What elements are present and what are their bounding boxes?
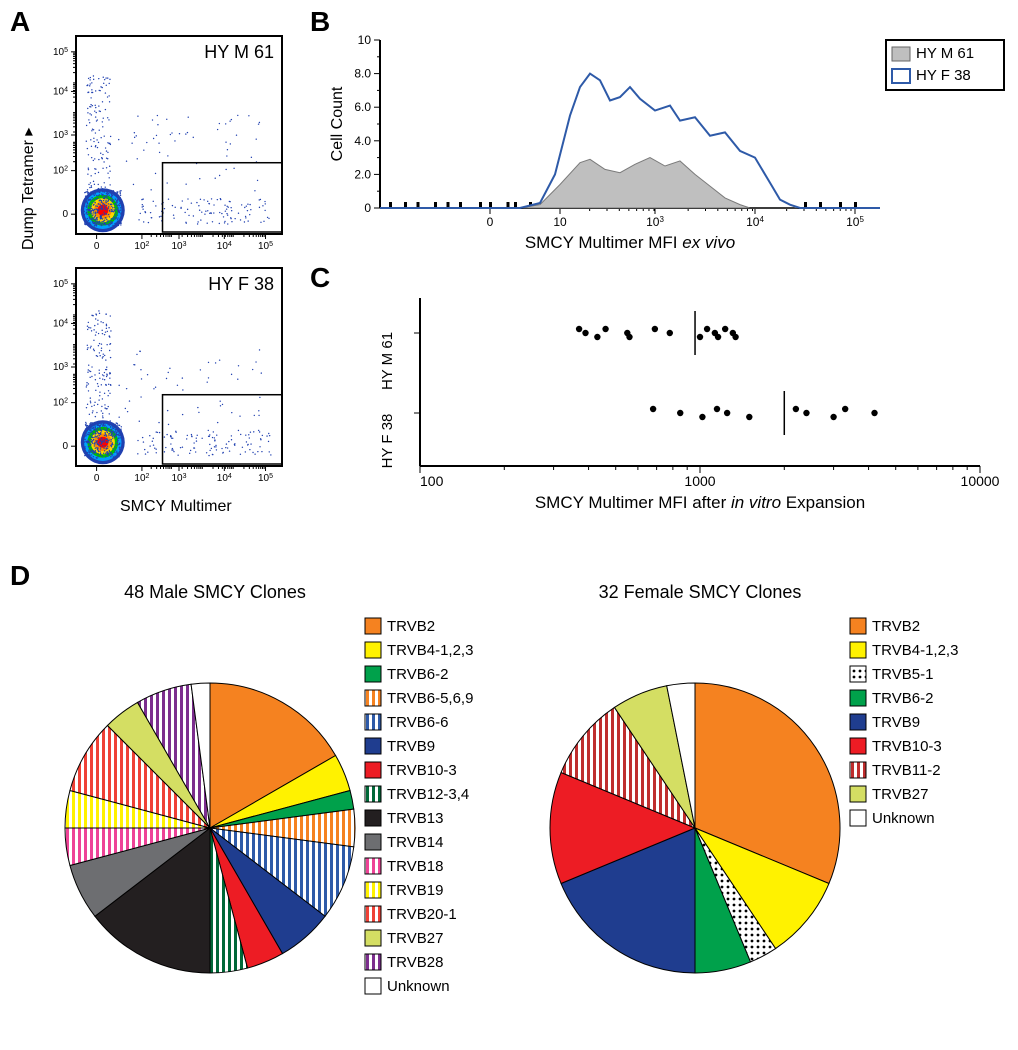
svg-text:HY M 61: HY M 61	[379, 332, 396, 390]
svg-text:103: 103	[646, 215, 664, 230]
svg-text:2.0: 2.0	[354, 167, 371, 181]
svg-text:TRVB14: TRVB14	[387, 834, 443, 851]
scatter-bottom: 0 0 102 102 103 103 104 104 105 105 HY F 38	[50, 260, 290, 492]
svg-text:TRVB27: TRVB27	[872, 786, 928, 803]
svg-text:TRVB18: TRVB18	[387, 858, 443, 875]
svg-text:HY F 38: HY F 38	[916, 67, 971, 84]
svg-text:TRVB6-2: TRVB6-2	[387, 666, 448, 683]
svg-text:TRVB9: TRVB9	[872, 714, 920, 731]
strip-plot: 100 1000 10000 HY M 61 HY F 38 SMCY Multimer …	[340, 278, 1000, 518]
svg-text:0: 0	[62, 441, 68, 452]
svg-text:104: 104	[217, 241, 232, 253]
svg-text:6.0: 6.0	[354, 100, 371, 114]
svg-text:103: 103	[171, 473, 186, 485]
svg-text:HY M 61: HY M 61	[916, 45, 974, 62]
panel-label-d: D	[10, 560, 30, 592]
svg-text:105: 105	[258, 241, 273, 253]
svg-text:103: 103	[53, 130, 68, 142]
svg-text:48 Male SMCY Clones: 48 Male SMCY Clones	[124, 582, 306, 602]
svg-text:103: 103	[171, 241, 186, 253]
scatter-top: 0 0 102 102 103 103 104 104 105 105 HY M 61	[50, 28, 290, 260]
svg-text:32 Female SMCY Clones: 32 Female SMCY Clones	[599, 582, 802, 602]
svg-text:SMCY Multimer MFI ex vivo: SMCY Multimer MFI ex vivo	[525, 233, 735, 252]
svg-text:Unknown: Unknown	[872, 810, 935, 827]
svg-text:100: 100	[420, 473, 444, 489]
svg-text:105: 105	[258, 473, 273, 485]
svg-text:TRVB6-5,6,9: TRVB6-5,6,9	[387, 690, 473, 707]
svg-text:10000: 10000	[961, 473, 1000, 489]
svg-text:104: 104	[53, 318, 68, 330]
svg-text:TRVB6-2: TRVB6-2	[872, 690, 933, 707]
svg-text:TRVB12-3,4: TRVB12-3,4	[387, 786, 469, 803]
svg-text:HY F 38: HY F 38	[379, 414, 396, 469]
svg-text:Unknown: Unknown	[387, 978, 450, 995]
svg-text:105: 105	[53, 46, 68, 58]
svg-text:TRVB11-2: TRVB11-2	[872, 762, 941, 779]
svg-text:TRVB4-1,2,3: TRVB4-1,2,3	[872, 642, 958, 659]
svg-text:0: 0	[487, 215, 494, 229]
svg-text:SMCY Multimer MFI after in vit: SMCY Multimer MFI after in vitro Expansi…	[535, 493, 865, 512]
svg-text:TRVB2: TRVB2	[872, 618, 920, 635]
svg-text:0: 0	[94, 473, 100, 484]
svg-text:102: 102	[134, 473, 149, 485]
histogram: 0 2.0 4.0 6.0 8.0 10 0 10 103 104 105 Cell Count SMC…	[320, 28, 1010, 258]
svg-text:105: 105	[53, 278, 68, 290]
svg-text:1000: 1000	[684, 473, 715, 489]
svg-text:TRVB10-3: TRVB10-3	[872, 738, 942, 755]
svg-text:104: 104	[217, 473, 232, 485]
svg-text:10: 10	[358, 33, 372, 47]
svg-text:102: 102	[53, 397, 68, 409]
svg-text:8.0: 8.0	[354, 67, 371, 81]
panel-label-c: C	[310, 262, 330, 294]
svg-text:TRVB2: TRVB2	[387, 618, 435, 635]
svg-text:HY F 38: HY F 38	[208, 274, 274, 294]
svg-text:TRVB6-6: TRVB6-6	[387, 714, 448, 731]
svg-text:TRVB28: TRVB28	[387, 954, 443, 971]
svg-text:103: 103	[53, 362, 68, 374]
svg-text:0: 0	[94, 241, 100, 252]
svg-text:TRVB4-1,2,3: TRVB4-1,2,3	[387, 642, 473, 659]
svg-text:TRVB13: TRVB13	[387, 810, 443, 827]
svg-text:TRVB10-3: TRVB10-3	[387, 762, 457, 779]
svg-text:10: 10	[553, 215, 567, 229]
svg-text:0: 0	[62, 209, 68, 220]
svg-text:TRVB5-1: TRVB5-1	[872, 666, 933, 683]
svg-text:0: 0	[364, 201, 371, 215]
panel-label-a: A	[10, 6, 30, 38]
svg-text:Cell Count: Cell Count	[329, 86, 346, 161]
svg-text:TRVB19: TRVB19	[387, 882, 443, 899]
svg-text:102: 102	[134, 241, 149, 253]
svg-text:102: 102	[53, 165, 68, 177]
scatterA-xaxis-label: SMCY Multimer	[120, 498, 232, 516]
svg-text:HY M 61: HY M 61	[204, 42, 274, 62]
svg-text:104: 104	[53, 86, 68, 98]
pie-right: 32 Female SMCY Clones TRVB2 TRVB4-1,2,3 TRV…	[545, 578, 1013, 1038]
svg-text:104: 104	[746, 215, 764, 230]
svg-text:TRVB9: TRVB9	[387, 738, 435, 755]
scatterA-yaxis-label: Dump Tetramer ▸	[18, 128, 38, 250]
svg-text:4.0: 4.0	[354, 134, 371, 148]
svg-text:105: 105	[846, 215, 864, 230]
pie-left: 48 Male SMCY Clones TRVB2 TRVB4-1,2,3 TRVB6…	[60, 578, 528, 1038]
svg-text:TRVB27: TRVB27	[387, 930, 443, 947]
svg-text:TRVB20-1: TRVB20-1	[387, 906, 457, 923]
